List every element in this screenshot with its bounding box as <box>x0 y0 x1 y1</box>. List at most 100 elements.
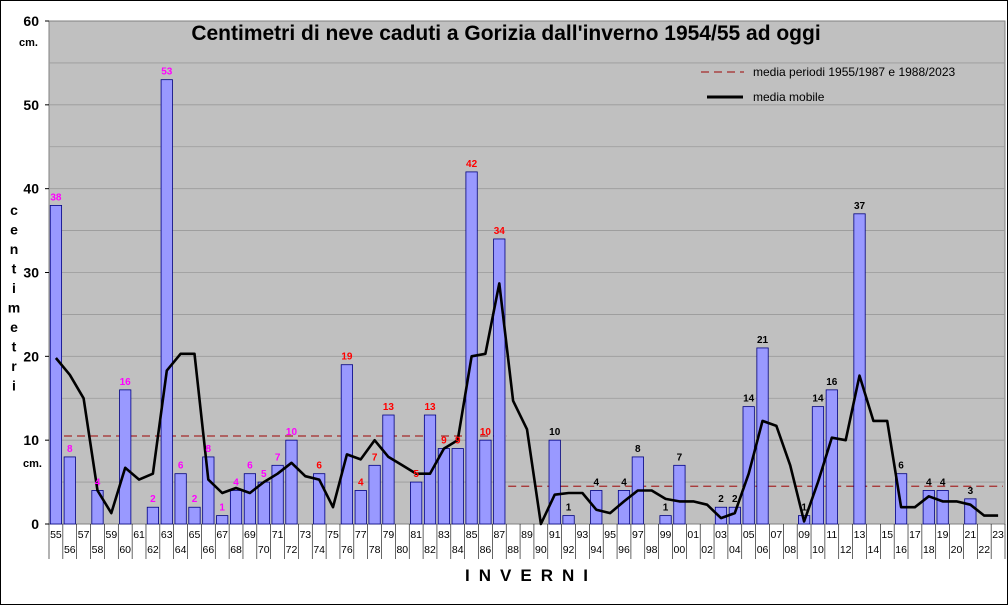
bar-82 <box>423 414 437 525</box>
x-tick-label: 03 <box>715 529 727 541</box>
data-label-66: 8 <box>206 444 212 455</box>
bar-65 <box>188 506 201 525</box>
bar-92 <box>562 515 575 525</box>
bar-56 <box>63 456 76 525</box>
x-tick-label: 74 <box>313 544 325 556</box>
data-label-82: 13 <box>424 402 436 413</box>
data-label-55: 38 <box>50 192 62 203</box>
x-tick-label: 69 <box>244 529 256 541</box>
x-tick-label: 02 <box>701 544 713 556</box>
bar-00 <box>673 464 686 525</box>
y-label-letter: e <box>10 222 18 238</box>
x-tick-label: 01 <box>687 529 699 541</box>
x-tick-label: 11 <box>826 529 837 541</box>
data-label-19: 4 <box>940 477 946 488</box>
x-tick-label: 99 <box>660 529 672 541</box>
bar-94 <box>590 490 603 525</box>
y-tick-label: 20 <box>23 348 39 364</box>
x-tick-label: 59 <box>106 529 118 541</box>
x-tick-label: 95 <box>604 529 616 541</box>
x-tick-label: 77 <box>355 529 367 541</box>
x-tick-label: 98 <box>646 544 658 556</box>
y-unit-top: cm. <box>19 37 38 49</box>
y-tick-label: 0 <box>31 516 39 532</box>
data-label-91: 10 <box>549 427 561 438</box>
data-label-85: 42 <box>466 159 478 170</box>
x-tick-label: 21 <box>965 529 977 541</box>
x-tick-label: 83 <box>438 529 450 541</box>
x-tick-label: 96 <box>618 544 630 556</box>
y-axis-ticks: 0 10 20 30 40 50 60 <box>23 13 49 532</box>
x-tick-label: 94 <box>590 544 602 556</box>
y-tick-label: 10 <box>23 432 39 448</box>
bar-13 <box>853 213 866 525</box>
data-label-56: 8 <box>67 444 73 455</box>
data-label-03: 2 <box>718 494 724 505</box>
bar-66 <box>202 456 215 525</box>
data-label-06: 21 <box>757 335 769 346</box>
x-tick-label: 91 <box>549 529 561 541</box>
bar-63 <box>160 79 173 525</box>
y-label-letter: c <box>10 202 18 218</box>
data-label-58: 4 <box>95 477 101 488</box>
bar-91 <box>548 439 561 525</box>
bar-71 <box>271 464 284 525</box>
bar-86 <box>479 439 492 525</box>
x-axis-ticks: 5556575859606162636465666768697071727374… <box>48 524 1006 559</box>
y-label-letter: t <box>12 339 17 355</box>
y-tick-label: 60 <box>23 13 39 29</box>
moving-average <box>54 282 999 526</box>
data-label-18: 4 <box>926 477 932 488</box>
bar-69 <box>243 473 256 525</box>
x-tick-label: 84 <box>452 544 464 556</box>
data-label-78: 7 <box>372 452 378 463</box>
data-label-69: 6 <box>247 461 253 472</box>
x-tick-label: 81 <box>410 529 422 541</box>
bar-06 <box>756 347 769 525</box>
x-tick-label: 10 <box>812 544 824 556</box>
x-tick-label: 04 <box>729 544 741 556</box>
data-label-92: 1 <box>566 503 572 514</box>
x-tick-label: 09 <box>798 529 810 541</box>
bar-62 <box>146 506 159 525</box>
bar-05 <box>742 406 755 525</box>
data-label-74: 6 <box>316 461 322 472</box>
bar-81 <box>410 481 423 525</box>
bar-96 <box>617 490 631 525</box>
data-label-86: 10 <box>480 427 492 438</box>
x-tick-label: 22 <box>978 544 990 556</box>
x-tick-label: 64 <box>175 544 187 556</box>
bar-16 <box>895 473 908 525</box>
bar-70 <box>257 481 270 525</box>
x-tick-label: 85 <box>466 529 478 541</box>
data-label-76: 19 <box>341 352 353 363</box>
y-label-letter: i <box>12 378 16 394</box>
bar-87 <box>493 238 506 525</box>
bar-68 <box>229 490 243 525</box>
bar-72 <box>285 439 298 525</box>
x-tick-label: 65 <box>189 529 201 541</box>
x-tick-label: 66 <box>202 544 214 556</box>
x-tick-label: 73 <box>299 529 311 541</box>
x-tick-label: 60 <box>119 544 131 556</box>
x-tick-label: 18 <box>923 544 935 556</box>
bar-67 <box>216 515 229 525</box>
data-label-00: 7 <box>677 452 683 463</box>
x-tick-label: 63 <box>161 529 173 541</box>
x-tick-label: 07 <box>771 529 783 541</box>
bar-99 <box>659 515 672 525</box>
data-label-64: 6 <box>178 461 184 472</box>
x-axis-label: INVERNI <box>465 566 597 585</box>
x-tick-label: 06 <box>757 544 769 556</box>
x-tick-label: 55 <box>50 529 62 541</box>
data-label-96: 4 <box>621 477 627 488</box>
bar-19 <box>936 490 949 525</box>
x-tick-label: 20 <box>951 544 963 556</box>
x-tick-label: 79 <box>383 529 395 541</box>
y-label-letter: m <box>8 300 20 316</box>
chart-title: Centimetri di neve caduti a Gorizia dall… <box>191 22 820 45</box>
data-label-77: 4 <box>358 477 364 488</box>
